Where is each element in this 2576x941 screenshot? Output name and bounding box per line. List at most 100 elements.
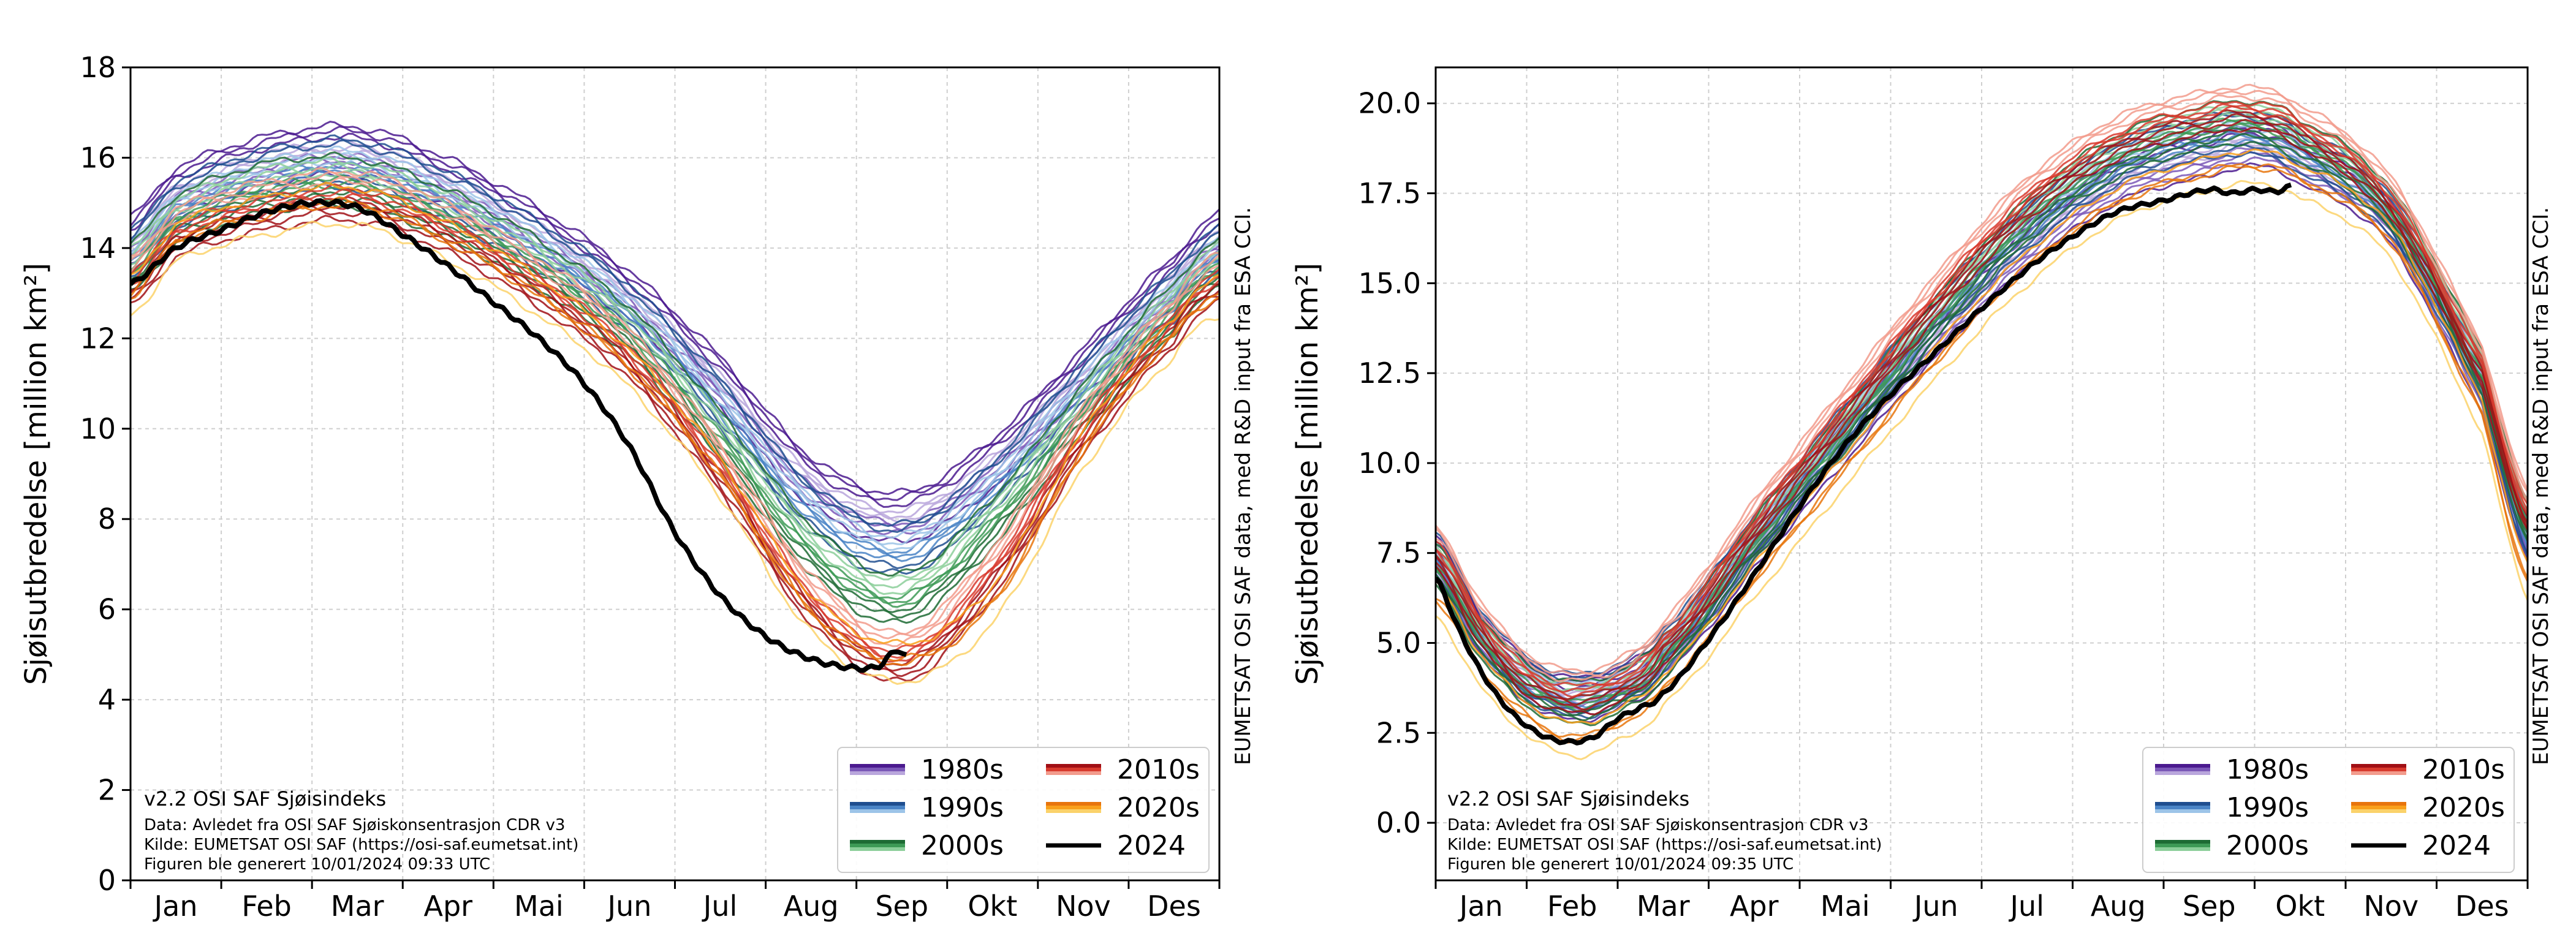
line-2000s (131, 170, 1219, 595)
x-tick-label: Jun (1912, 890, 1958, 923)
y-axis-label: Sjøisutbredelse [million km²] (1290, 263, 1325, 685)
line-2000s (131, 151, 1219, 577)
legend-label: 1980s (2226, 754, 2309, 785)
y-tick-label: 18 (80, 51, 116, 84)
line-2020s (131, 181, 1219, 646)
credit-line: Kilde: EUMETSAT OSI SAF (https://osi-saf… (144, 836, 578, 854)
line-2010s (131, 176, 1219, 648)
line-2010s (1436, 118, 2528, 711)
credit-line: v2.2 OSI SAF Sjøisindeks (144, 787, 386, 811)
line-1990s (131, 139, 1219, 533)
y-tick-label: 5.0 (1376, 626, 1421, 659)
line-2010s (1436, 83, 2528, 675)
chart-1: 0 2 4 6 8 10 12 14 16 18 Jan Feb Mar Apr Mai Jun Jul Aug S… (19, 51, 1256, 923)
x-tick-label: Mai (514, 890, 564, 923)
x-tick-label: Mai (1820, 890, 1870, 923)
credit-line: Figuren ble generert 10/01/2024 09:35 UT… (1447, 855, 1794, 874)
y-tick-label: 0 (98, 864, 116, 897)
x-tick-label: Okt (2275, 890, 2325, 923)
line-2024 (1436, 182, 2292, 746)
side-note: EUMETSAT OSI SAF data, med R&D input fra… (2529, 207, 2553, 765)
y-tick-label: 2.5 (1376, 716, 1421, 749)
decade-lines (1436, 83, 2528, 760)
y-tick-label: 15.0 (1358, 266, 1421, 300)
side-note: EUMETSAT OSI SAF data, med R&D input fra… (1231, 207, 1256, 765)
line-1990s (131, 152, 1219, 546)
credit-line: Figuren ble generert 10/01/2024 09:33 UT… (144, 855, 490, 874)
y-tick-label: 10 (80, 412, 116, 445)
x-tick-label: Jan (153, 890, 198, 923)
y-tick-label: 20.0 (1358, 87, 1421, 120)
line-1980s (131, 148, 1219, 523)
legend-label: 1980s (921, 754, 1004, 785)
x-tick-label: Feb (1547, 890, 1597, 923)
x-tick-label: Des (1147, 890, 1201, 923)
credit-line: Data: Avledet fra OSI SAF Sjøiskonsentra… (144, 816, 565, 834)
line-1990s (1436, 113, 2528, 681)
legend: 1980s 2010s 1990s 2020s 2000s 2024 (2142, 747, 2515, 873)
line-2010s (131, 214, 1219, 682)
y-tick-label: 17.5 (1358, 177, 1421, 210)
legend-label: 1990s (921, 792, 1004, 823)
legend-label: 2000s (2226, 830, 2309, 861)
y-tick-label: 2 (98, 774, 116, 807)
legend-label: 2024 (2422, 830, 2491, 861)
legend-label: 2010s (2422, 754, 2505, 785)
legend-label: 2024 (1117, 830, 1186, 861)
line-2000s (1436, 127, 2528, 716)
legend-label: 2020s (2422, 792, 2505, 823)
line-2020s (1436, 148, 2528, 725)
decade-lines (131, 121, 1219, 685)
y-tick-label: 8 (98, 502, 116, 535)
x-tick-label: Jul (2008, 890, 2044, 923)
credit-line: Data: Avledet fra OSI SAF Sjøiskonsentra… (1447, 816, 1868, 834)
x-tick-label: Mar (1637, 890, 1690, 923)
legend-box (837, 747, 1210, 873)
y-tick-label: 14 (80, 232, 116, 265)
grid (131, 67, 1219, 881)
x-tick-label: Apr (423, 890, 472, 923)
x-tick-label: Aug (2091, 890, 2146, 923)
line-1980s (131, 144, 1219, 520)
y-axis-label: Sjøisutbredelse [million km²] (19, 263, 53, 685)
x-tick-label: Sep (875, 890, 928, 923)
line-2010s (1436, 126, 2528, 716)
line-2020s (131, 221, 1219, 685)
y-tick-label: 12 (80, 322, 116, 355)
line-2000s (131, 156, 1219, 581)
legend-label: 2020s (1117, 792, 1200, 823)
y-tick-label: 10.0 (1358, 447, 1421, 480)
legend-label: 1990s (2226, 792, 2309, 823)
legend-label: 2000s (921, 830, 1004, 861)
x-tick-label: Mar (331, 890, 384, 923)
x-tick-label: Aug (784, 890, 839, 923)
x-tick-label: Feb (241, 890, 291, 923)
y-tick-label: 12.5 (1358, 357, 1421, 390)
line-2020s (131, 200, 1219, 667)
line-2010s (1436, 113, 2528, 706)
line-2010s (131, 167, 1219, 635)
legend-label: 2010s (1117, 754, 1200, 785)
y-tick-label: 16 (80, 141, 116, 174)
line-2020s (1436, 180, 2528, 760)
line-2010s (1436, 89, 2528, 677)
line-1990s (131, 145, 1219, 539)
x-tick-label: Des (2455, 890, 2509, 923)
x-tick-label: Jan (1458, 890, 1503, 923)
line-2024 (131, 198, 907, 673)
credit-line: Kilde: EUMETSAT OSI SAF (https://osi-saf… (1447, 836, 1882, 854)
line-2010s (131, 171, 1219, 640)
y-tick-label: 4 (98, 683, 116, 716)
legend: 1980s 2010s 1990s 2020s 2000s 2024 (837, 747, 1210, 873)
y-tick-label: 6 (98, 593, 116, 626)
x-tick-label: Sep (2183, 890, 2236, 923)
legend-box (2142, 747, 2515, 873)
line-2010s (1436, 105, 2528, 698)
y-tick-label: 0.0 (1376, 806, 1421, 839)
x-tick-label: Nov (2363, 890, 2419, 923)
chart-2: 0.0 2.5 5.0 7.5 10.0 12.5 15.0 17.5 20.0 Jan Feb Ma… (1290, 66, 2553, 923)
x-tick-label: Jul (702, 890, 738, 923)
y-tick-label: 7.5 (1376, 537, 1421, 570)
x-tick-label: Okt (968, 890, 1017, 923)
